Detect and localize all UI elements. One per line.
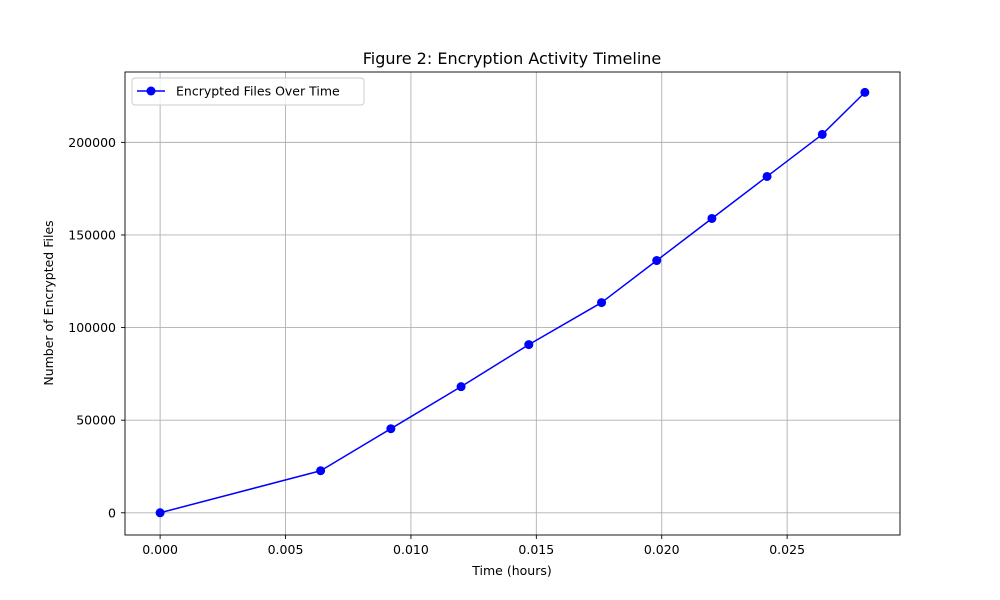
x-tick-label: 0.010 — [393, 542, 429, 557]
series-layer — [155, 87, 870, 518]
y-axis-label: Number of Encrypted Files — [41, 220, 56, 385]
plot-frame — [124, 71, 901, 536]
data-point — [817, 129, 827, 139]
x-tick-label: 0.025 — [769, 542, 805, 557]
chart-title: Figure 2: Encryption Activity Timeline — [363, 49, 662, 68]
data-point — [155, 508, 165, 518]
data-point — [386, 424, 396, 434]
y-tick-label: 50000 — [76, 413, 116, 428]
x-tick-label: 0.005 — [268, 542, 304, 557]
series-line — [159, 91, 866, 514]
tick-layer: 0.000 0.005 0.010 0.015 0.020 0.025 0 50000 1000… — [68, 135, 805, 557]
y-tick-label: 200000 — [68, 135, 116, 150]
x-axis-label: Time (hours) — [471, 563, 551, 578]
x-tick-label: 0.015 — [518, 542, 554, 557]
y-tick-label: 100000 — [68, 320, 116, 335]
legend-marker-swatch — [146, 86, 156, 96]
data-point — [597, 298, 607, 308]
data-point — [652, 256, 662, 266]
grid-layer — [125, 72, 900, 535]
x-tick-label: 0.000 — [142, 542, 178, 557]
data-point — [456, 382, 466, 392]
data-point — [316, 466, 326, 476]
y-tick-label: 150000 — [68, 227, 116, 242]
legend-box — [131, 77, 365, 106]
data-point — [707, 213, 717, 223]
data-point — [762, 171, 772, 181]
y-tick-label: 0 — [108, 505, 116, 520]
legend: Encrypted Files Over Time — [131, 77, 365, 106]
data-point — [524, 340, 534, 350]
data-point — [860, 87, 870, 97]
legend-label: Encrypted Files Over Time — [176, 84, 340, 99]
x-tick-label: 0.020 — [644, 542, 680, 557]
